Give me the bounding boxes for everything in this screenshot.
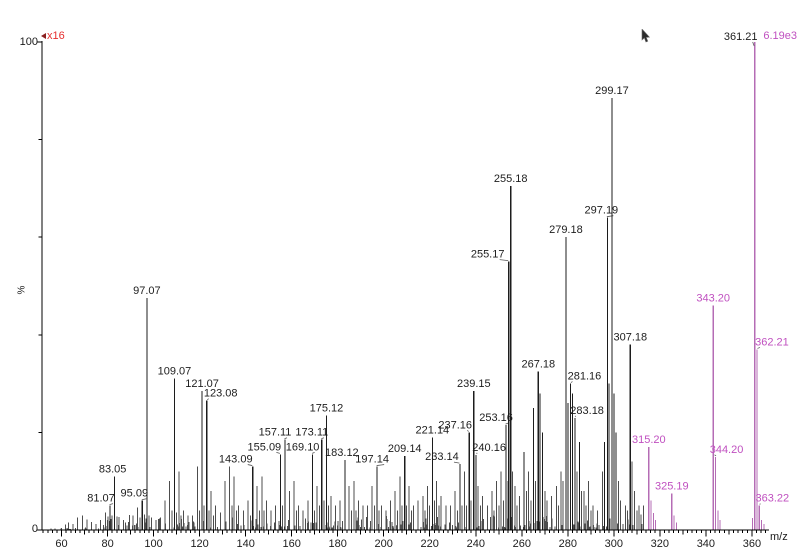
peak-label: 253.16	[479, 412, 513, 424]
x-tick-label: 340	[697, 538, 715, 550]
peak-label: 239.15	[457, 378, 491, 390]
peak-label-connector	[247, 464, 253, 466]
x-tick-label: 140	[236, 538, 254, 550]
x-tick-label: 320	[651, 538, 669, 550]
peak-label: 143.09	[219, 454, 253, 466]
x-tick-label: 60	[55, 538, 67, 550]
peak-label-connector	[109, 503, 114, 505]
x-tick-label: 80	[101, 538, 113, 550]
peak-label-connector	[499, 259, 509, 261]
peak-label-connector	[752, 41, 755, 47]
peak-label: 155.09	[248, 441, 282, 453]
peak-label: 123.08	[204, 388, 238, 400]
peak-label: 267.18	[521, 358, 555, 370]
x-tick-label: 120	[190, 538, 208, 550]
x-axis-title: m/z	[770, 531, 788, 543]
peak-label-connector	[141, 498, 147, 501]
peak-label: 169.10	[286, 441, 320, 453]
peak-label: 237.16	[438, 419, 472, 431]
peak-label: 307.18	[614, 332, 648, 344]
peak-label-connector	[467, 430, 469, 432]
peak-label: 281.16	[568, 371, 602, 383]
left-triangle-icon	[41, 33, 46, 39]
x-tick-label: 300	[605, 538, 623, 550]
peak-label-connector	[759, 503, 761, 505]
peak-label: 344.20	[710, 444, 744, 456]
peak-label-connector	[311, 451, 315, 454]
peak-label: 175.12	[310, 402, 344, 414]
y-axis-min-label: 0	[31, 523, 38, 535]
peak-label-connector	[476, 452, 478, 455]
peak-label: 81.07	[87, 493, 115, 505]
peak-label: 83.05	[99, 463, 127, 475]
x-tick-label: 220	[421, 538, 439, 550]
mouse-pointer-icon	[641, 29, 651, 43]
magnify-factor: x16	[47, 30, 65, 42]
x-tick-label: 160	[282, 538, 300, 550]
peak-label-connector	[321, 437, 324, 440]
peak-label-connector	[376, 464, 385, 466]
peak-label-connector	[206, 398, 209, 401]
peak-label: 279.18	[549, 224, 583, 236]
x-tick-label: 180	[329, 538, 347, 550]
peak-label-connector	[714, 454, 717, 457]
x-tick-label: 200	[375, 538, 393, 550]
peak-label-connector	[505, 422, 509, 425]
peak-label: 121.07	[185, 378, 219, 390]
peak-label: 183.12	[325, 447, 359, 459]
y-axis-max-label: 100	[19, 36, 38, 48]
peak-label: 297.19	[585, 205, 619, 217]
peak-label-connector	[276, 451, 280, 454]
peak-label: 325.19	[655, 480, 689, 492]
peak-label: 283.18	[570, 405, 604, 417]
peak-label-connector	[757, 347, 761, 349]
x-tick-label: 240	[467, 538, 485, 550]
peak-label: 173.11	[295, 427, 328, 439]
peak-label: 157.11	[259, 427, 292, 439]
x-tick-label: 280	[559, 538, 577, 550]
peak-label: 315.20	[632, 434, 666, 446]
base-peak-intensity: 6.19e3	[763, 30, 797, 42]
peak-label: 233.14	[425, 451, 459, 463]
peak-label: 240.16	[472, 442, 506, 454]
x-tick-label: 260	[513, 538, 531, 550]
peak-label: 362.21	[755, 336, 789, 348]
peak-label: 97.07	[133, 285, 161, 297]
peak-label: 255.17	[471, 249, 505, 261]
peak-label-connector	[284, 437, 288, 440]
peak-label: 209.14	[388, 443, 422, 455]
peak-label-connector	[453, 461, 460, 464]
peak-label: 363.22	[755, 493, 789, 505]
magnification-annotation: x16	[41, 30, 65, 42]
peak-label: 197.14	[355, 454, 389, 466]
y-axis-title: %	[16, 285, 28, 295]
x-tick-label: 360	[743, 538, 761, 550]
peak-label: 361.21	[724, 31, 758, 43]
peak-label: 109.07	[158, 366, 192, 378]
peak-label-connector	[574, 415, 576, 417]
peak-label: 299.17	[595, 85, 629, 97]
peak-label: 343.20	[696, 293, 730, 305]
peak-label: 221.14	[416, 424, 450, 436]
peak-label: 95.09	[121, 488, 149, 500]
peak-label: 255.18	[494, 173, 528, 185]
x-tick-label: 100	[144, 538, 162, 550]
peak-label-connector	[570, 381, 573, 383]
